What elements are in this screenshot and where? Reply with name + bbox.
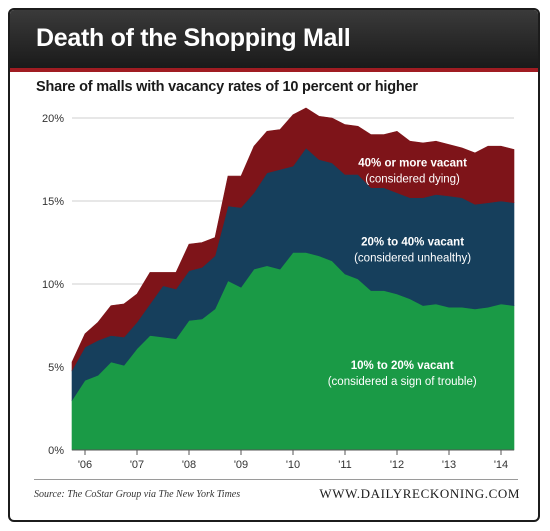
- x-tick-label-11: '11: [338, 459, 352, 471]
- header-bar: Death of the Shopping Mall: [10, 10, 538, 68]
- annotation-note-20-to-40-vacant: (considered unhealthy): [354, 252, 471, 264]
- header-accent-stripe: [10, 68, 538, 72]
- site-credit: WWW.DAILYRECKONING.COM: [319, 486, 520, 501]
- area-40-or-more-vacant: [71, 107, 515, 372]
- y-tick-label-20pct: 20%: [42, 113, 64, 125]
- x-tick-label-10: '10: [286, 459, 300, 471]
- chart-subtitle: Share of malls with vacancy rates of 10 …: [36, 79, 418, 95]
- annotation-note-40-or-more-vacant: (considered dying): [365, 173, 460, 185]
- x-tick-label-06: '06: [78, 459, 92, 471]
- y-tick-label-5pct: 5%: [48, 362, 64, 374]
- y-tick-label-0pct: 0%: [48, 445, 64, 457]
- y-tick-label-15pct: 15%: [42, 196, 64, 208]
- annotation-label-10-to-20-vacant: 10% to 20% vacant: [351, 360, 454, 372]
- chart-heading: Death of the Shopping Mall: [36, 24, 351, 52]
- annotation-label-20-to-40-vacant: 20% to 40% vacant: [361, 236, 464, 248]
- x-tick-label-07: '07: [130, 459, 144, 471]
- x-tick-label-08: '08: [182, 459, 196, 471]
- y-tick-label-10pct: 10%: [42, 279, 64, 291]
- x-tick-label-09: '09: [234, 459, 248, 471]
- x-tick-label-12: '12: [390, 459, 404, 471]
- x-tick-label-13: '13: [442, 459, 456, 471]
- source-note: Source: The CoStar Group via The New Yor…: [34, 489, 241, 500]
- footer-divider: [34, 479, 518, 480]
- annotation-label-40-or-more-vacant: 40% or more vacant: [358, 157, 467, 169]
- annotation-note-10-to-20-vacant: (considered a sign of trouble): [328, 376, 477, 388]
- x-tick-label-14: '14: [494, 459, 508, 471]
